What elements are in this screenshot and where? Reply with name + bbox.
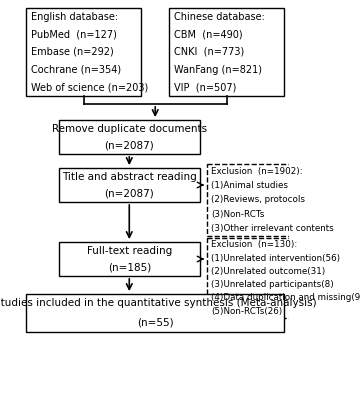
Text: (5)Non-RCTs(26): (5)Non-RCTs(26) xyxy=(211,307,282,316)
Bar xyxy=(26,294,284,332)
Text: Cochrane (n=354): Cochrane (n=354) xyxy=(31,65,121,74)
Text: (n=2087): (n=2087) xyxy=(104,140,154,150)
Text: (3)Non-RCTs: (3)Non-RCTs xyxy=(211,210,264,219)
Text: (n=185): (n=185) xyxy=(108,262,151,272)
Bar xyxy=(59,242,200,276)
Text: Web of science (n=203): Web of science (n=203) xyxy=(31,82,148,92)
Text: (3)Other irrelevant contents: (3)Other irrelevant contents xyxy=(211,224,334,233)
Text: Embase (n=292): Embase (n=292) xyxy=(31,47,113,57)
Text: Exclusion  (n=1902):: Exclusion (n=1902): xyxy=(211,167,302,176)
Text: (n=55): (n=55) xyxy=(137,318,174,328)
Text: CBM  (n=490): CBM (n=490) xyxy=(174,29,242,39)
Text: PubMed  (n=127): PubMed (n=127) xyxy=(31,29,117,39)
Bar xyxy=(59,168,200,202)
Text: Chinese database:: Chinese database: xyxy=(174,12,265,22)
Text: (n=2087): (n=2087) xyxy=(104,188,154,198)
Text: (1)Unrelated intervention(56): (1)Unrelated intervention(56) xyxy=(211,254,340,262)
Text: (3)Unrelated participants(8): (3)Unrelated participants(8) xyxy=(211,280,334,289)
Bar xyxy=(207,238,317,318)
Bar xyxy=(169,8,284,96)
Text: Exclusion  (n=130):: Exclusion (n=130): xyxy=(211,240,297,249)
Text: (2)Reviews, protocols: (2)Reviews, protocols xyxy=(211,196,305,204)
Text: (2)Unrelated outcome(31): (2)Unrelated outcome(31) xyxy=(211,267,325,276)
Text: Studies included in the quantitative synthesis (Meta-analysis): Studies included in the quantitative syn… xyxy=(0,298,316,308)
Text: English database:: English database: xyxy=(31,12,118,22)
Text: WanFang (n=821): WanFang (n=821) xyxy=(174,65,262,74)
Text: (1)Animal studies: (1)Animal studies xyxy=(211,181,288,190)
Text: Remove duplicate documents: Remove duplicate documents xyxy=(52,124,207,134)
Text: (4)Data duplication and missing(9): (4)Data duplication and missing(9) xyxy=(211,294,360,302)
Text: Full-text reading: Full-text reading xyxy=(87,246,172,256)
Text: CNKI  (n=773): CNKI (n=773) xyxy=(174,47,244,57)
Bar xyxy=(59,120,200,154)
Bar xyxy=(26,8,141,96)
Text: Title and abstract reading: Title and abstract reading xyxy=(62,172,197,182)
Bar xyxy=(207,164,317,236)
Text: VIP  (n=507): VIP (n=507) xyxy=(174,82,236,92)
